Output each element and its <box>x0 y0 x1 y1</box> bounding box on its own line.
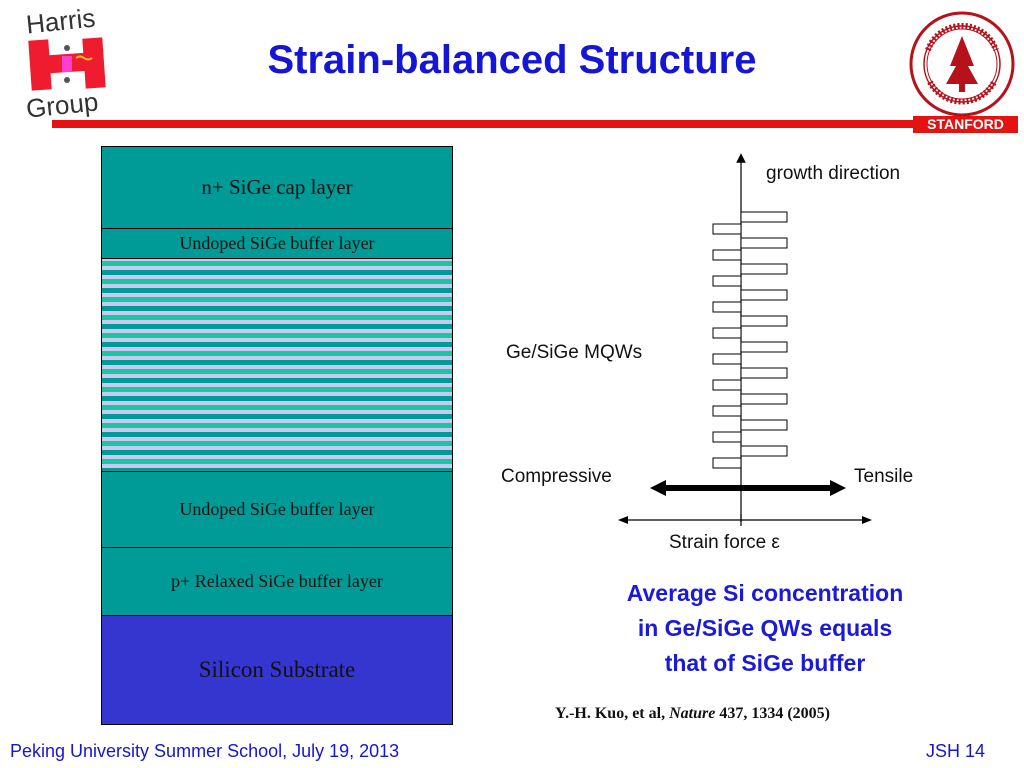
mqw-stripe <box>102 369 452 374</box>
tensile-well-box <box>740 237 788 249</box>
cap-layer: n+ SiGe cap layer <box>102 147 452 229</box>
tensile-well-box <box>740 445 788 457</box>
compressive-well-box <box>712 379 742 391</box>
top-buffer-layer: Undoped SiGe buffer layer <box>102 229 452 259</box>
mqw-stripe <box>102 342 452 347</box>
header-divider <box>52 120 917 128</box>
note-line-1: Average Si concentration <box>626 580 904 606</box>
tensile-well-box <box>740 263 788 275</box>
layer-stack: n+ SiGe cap layer Undoped SiGe buffer la… <box>101 146 453 725</box>
mqw-label: Ge/SiGe MQWs <box>506 342 643 363</box>
cap-layer-label: n+ SiGe cap layer <box>201 175 353 199</box>
quantum-well-boxes <box>712 211 788 469</box>
citation-authors: Y.-H. Kuo, et al, <box>555 705 670 722</box>
slide-title: Strain-balanced Structure <box>267 38 757 82</box>
compressive-well-box <box>712 405 742 417</box>
relaxed-buffer-layer: p+ Relaxed SiGe buffer layer <box>102 548 452 616</box>
mqw-stripe <box>102 324 452 329</box>
harris-group-logo: Harris Group <box>22 2 122 124</box>
top-buffer-layer-label: Undoped SiGe buffer layer <box>179 233 375 253</box>
note-line-2: in Ge/SiGe QWs equals <box>637 615 893 641</box>
mqw-stripe <box>102 288 452 293</box>
tensile-well-box <box>740 315 788 327</box>
compressive-label: Compressive <box>501 466 612 487</box>
concentration-note: Average Si concentration in Ge/SiGe QWs … <box>560 576 970 681</box>
mqw-stripes <box>102 259 452 473</box>
mqw-stripe <box>102 315 452 320</box>
compressive-well-box <box>712 327 742 339</box>
compressive-well-box <box>712 457 742 469</box>
mqw-stripe <box>102 387 452 392</box>
tensile-well-box <box>740 289 788 301</box>
tensile-well-box <box>740 367 788 379</box>
mqw-stripe <box>102 405 452 410</box>
compressive-well-box <box>712 301 742 313</box>
mid-buffer-layer: Undoped SiGe buffer layer <box>102 471 452 548</box>
mqw-stripe <box>102 441 452 446</box>
compressive-well-box <box>712 275 742 287</box>
silicon-substrate-layer: Silicon Substrate <box>102 616 452 724</box>
footer-slide-number: JSH 14 <box>926 741 986 761</box>
mqw-stripe <box>102 333 452 338</box>
citation-journal: Nature <box>669 705 716 722</box>
mqw-stripe <box>102 351 452 356</box>
stanford-seal-icon <box>909 11 1015 117</box>
mqw-stripe <box>102 270 452 275</box>
harris-logo-text-top: Harris <box>24 2 97 40</box>
mqw-stripe <box>102 360 452 365</box>
citation: Y.-H. Kuo, et al, Nature 437, 1334 (2005… <box>555 705 830 723</box>
mqw-stripe <box>102 396 452 401</box>
strain-force-label: Strain force ε <box>669 532 780 553</box>
mqw-stripe <box>102 423 452 428</box>
tensile-arrowhead <box>830 480 846 496</box>
mqw-stripe <box>102 414 452 419</box>
mqw-stripe <box>102 378 452 383</box>
relaxed-buffer-layer-label: p+ Relaxed SiGe buffer layer <box>171 571 383 591</box>
tensile-label: Tensile <box>854 466 914 487</box>
harris-logo-text-bottom: Group <box>24 86 100 124</box>
mqw-stripe <box>102 306 452 311</box>
compressive-arrowhead <box>650 480 666 496</box>
compressive-well-box <box>712 431 742 443</box>
mqw-stripe <box>102 450 452 455</box>
tensile-well-box <box>740 211 788 223</box>
note-line-3: that of SiGe buffer <box>664 650 866 676</box>
stanford-label: STANFORD <box>913 116 1018 133</box>
mqw-stripe <box>102 297 452 302</box>
harris-h-icon <box>28 37 106 91</box>
compressive-well-box <box>712 353 742 365</box>
silicon-substrate-label: Silicon Substrate <box>198 657 356 682</box>
mqw-stripe <box>102 468 452 473</box>
compressive-well-box <box>712 249 742 261</box>
mqw-stripe <box>102 261 452 266</box>
citation-details: 437, 1334 (2005) <box>715 705 830 722</box>
growth-direction-label: growth direction <box>766 163 901 184</box>
mqw-stripe-pattern <box>102 261 452 473</box>
tensile-well-box <box>740 393 788 405</box>
mid-buffer-layer-label: Undoped SiGe buffer layer <box>179 499 375 519</box>
mqw-stripe <box>102 279 452 284</box>
tensile-well-box <box>740 341 788 353</box>
tensile-well-box <box>740 419 788 431</box>
mqw-stripe <box>102 432 452 437</box>
mqw-stripe <box>102 459 452 464</box>
footer-event: Peking University Summer School, July 19… <box>10 741 400 761</box>
compressive-well-box <box>712 223 742 235</box>
strain-diagram <box>618 153 872 526</box>
